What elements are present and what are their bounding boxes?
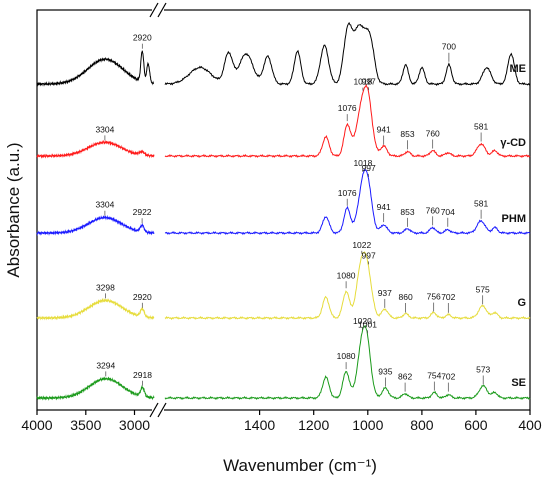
x-tick-label: 600 <box>464 417 488 433</box>
peak-label: 862 <box>398 372 412 382</box>
series-line-g <box>36 251 531 321</box>
x-tick-label: 1000 <box>352 417 383 433</box>
peak-label: 937 <box>378 288 392 298</box>
x-tick-label: 3500 <box>70 417 101 433</box>
peak-label: 853 <box>400 129 414 139</box>
series-line-phm <box>36 168 531 236</box>
peak-label: 1020 <box>353 316 372 326</box>
peak-label: 935 <box>378 367 392 377</box>
sample-label: SE <box>511 377 526 389</box>
peak-label: 1076 <box>338 188 357 198</box>
peak-label: 1076 <box>338 103 357 113</box>
peak-label: 3298 <box>96 282 115 292</box>
peak-label: 575 <box>476 284 490 294</box>
plot-frame <box>36 9 531 411</box>
sample-label: γ-CD <box>500 137 526 149</box>
peak-label: 2918 <box>133 370 152 380</box>
peak-label: 853 <box>400 207 414 217</box>
peak-label: 1018 <box>353 158 372 168</box>
peak-label: 3294 <box>96 360 115 370</box>
peak-label: 756 <box>427 292 441 302</box>
peak-label: 997 <box>362 76 376 86</box>
peak-label: 2920 <box>133 33 152 43</box>
peak-label: 997 <box>362 163 376 173</box>
peak-label: 573 <box>476 365 490 375</box>
axis-break-bottom <box>149 402 167 418</box>
y-axis-title: Absorbance (a.u.) <box>4 142 23 277</box>
peak-label: 702 <box>441 292 455 302</box>
series-layer <box>36 21 531 401</box>
peak-label: 581 <box>474 199 488 209</box>
peak-label: 941 <box>377 125 391 135</box>
peak-label: 754 <box>427 371 441 381</box>
peak-label: 1080 <box>337 270 356 280</box>
peak-label: 704 <box>441 207 455 217</box>
peak-label: 2920 <box>133 292 152 302</box>
x-tick-label: 1200 <box>298 417 329 433</box>
x-axis-title: Wavenumber (cm⁻¹) <box>223 456 377 475</box>
x-tick-label: 1400 <box>244 417 275 433</box>
sample-label: ME <box>510 63 527 75</box>
x-axis: 4000 3500 3000 1400 1200 1000 800 600 400 <box>21 410 542 433</box>
sample-label: G <box>517 297 526 309</box>
x-tick-label: 3000 <box>119 417 150 433</box>
peak-label: 1001 <box>358 319 377 329</box>
peak-label: 1018 <box>353 77 372 87</box>
sample-label: PHM <box>502 213 526 225</box>
peak-label: 860 <box>399 292 413 302</box>
x-tick-label: 400 <box>518 417 542 433</box>
peak-label: 1022 <box>352 240 371 250</box>
peak-label: 760 <box>426 129 440 139</box>
peak-label: 3304 <box>95 124 114 134</box>
series-line-se <box>36 325 531 401</box>
peak-label: 3304 <box>95 200 114 210</box>
peak-label: 581 <box>474 122 488 132</box>
peak-label: 997 <box>362 250 376 260</box>
peak-label: 700 <box>442 42 456 52</box>
peak-label: 2922 <box>133 207 152 217</box>
x-tick-label: 800 <box>410 417 434 433</box>
series-line--cd <box>36 83 531 159</box>
axis-break-top <box>149 2 167 18</box>
peak-label: 941 <box>377 202 391 212</box>
x-tick-label: 4000 <box>21 417 52 433</box>
peak-label: 1080 <box>337 351 356 361</box>
series-line-me <box>36 21 531 87</box>
peak-label: 702 <box>441 372 455 382</box>
peak-label: 760 <box>426 205 440 215</box>
